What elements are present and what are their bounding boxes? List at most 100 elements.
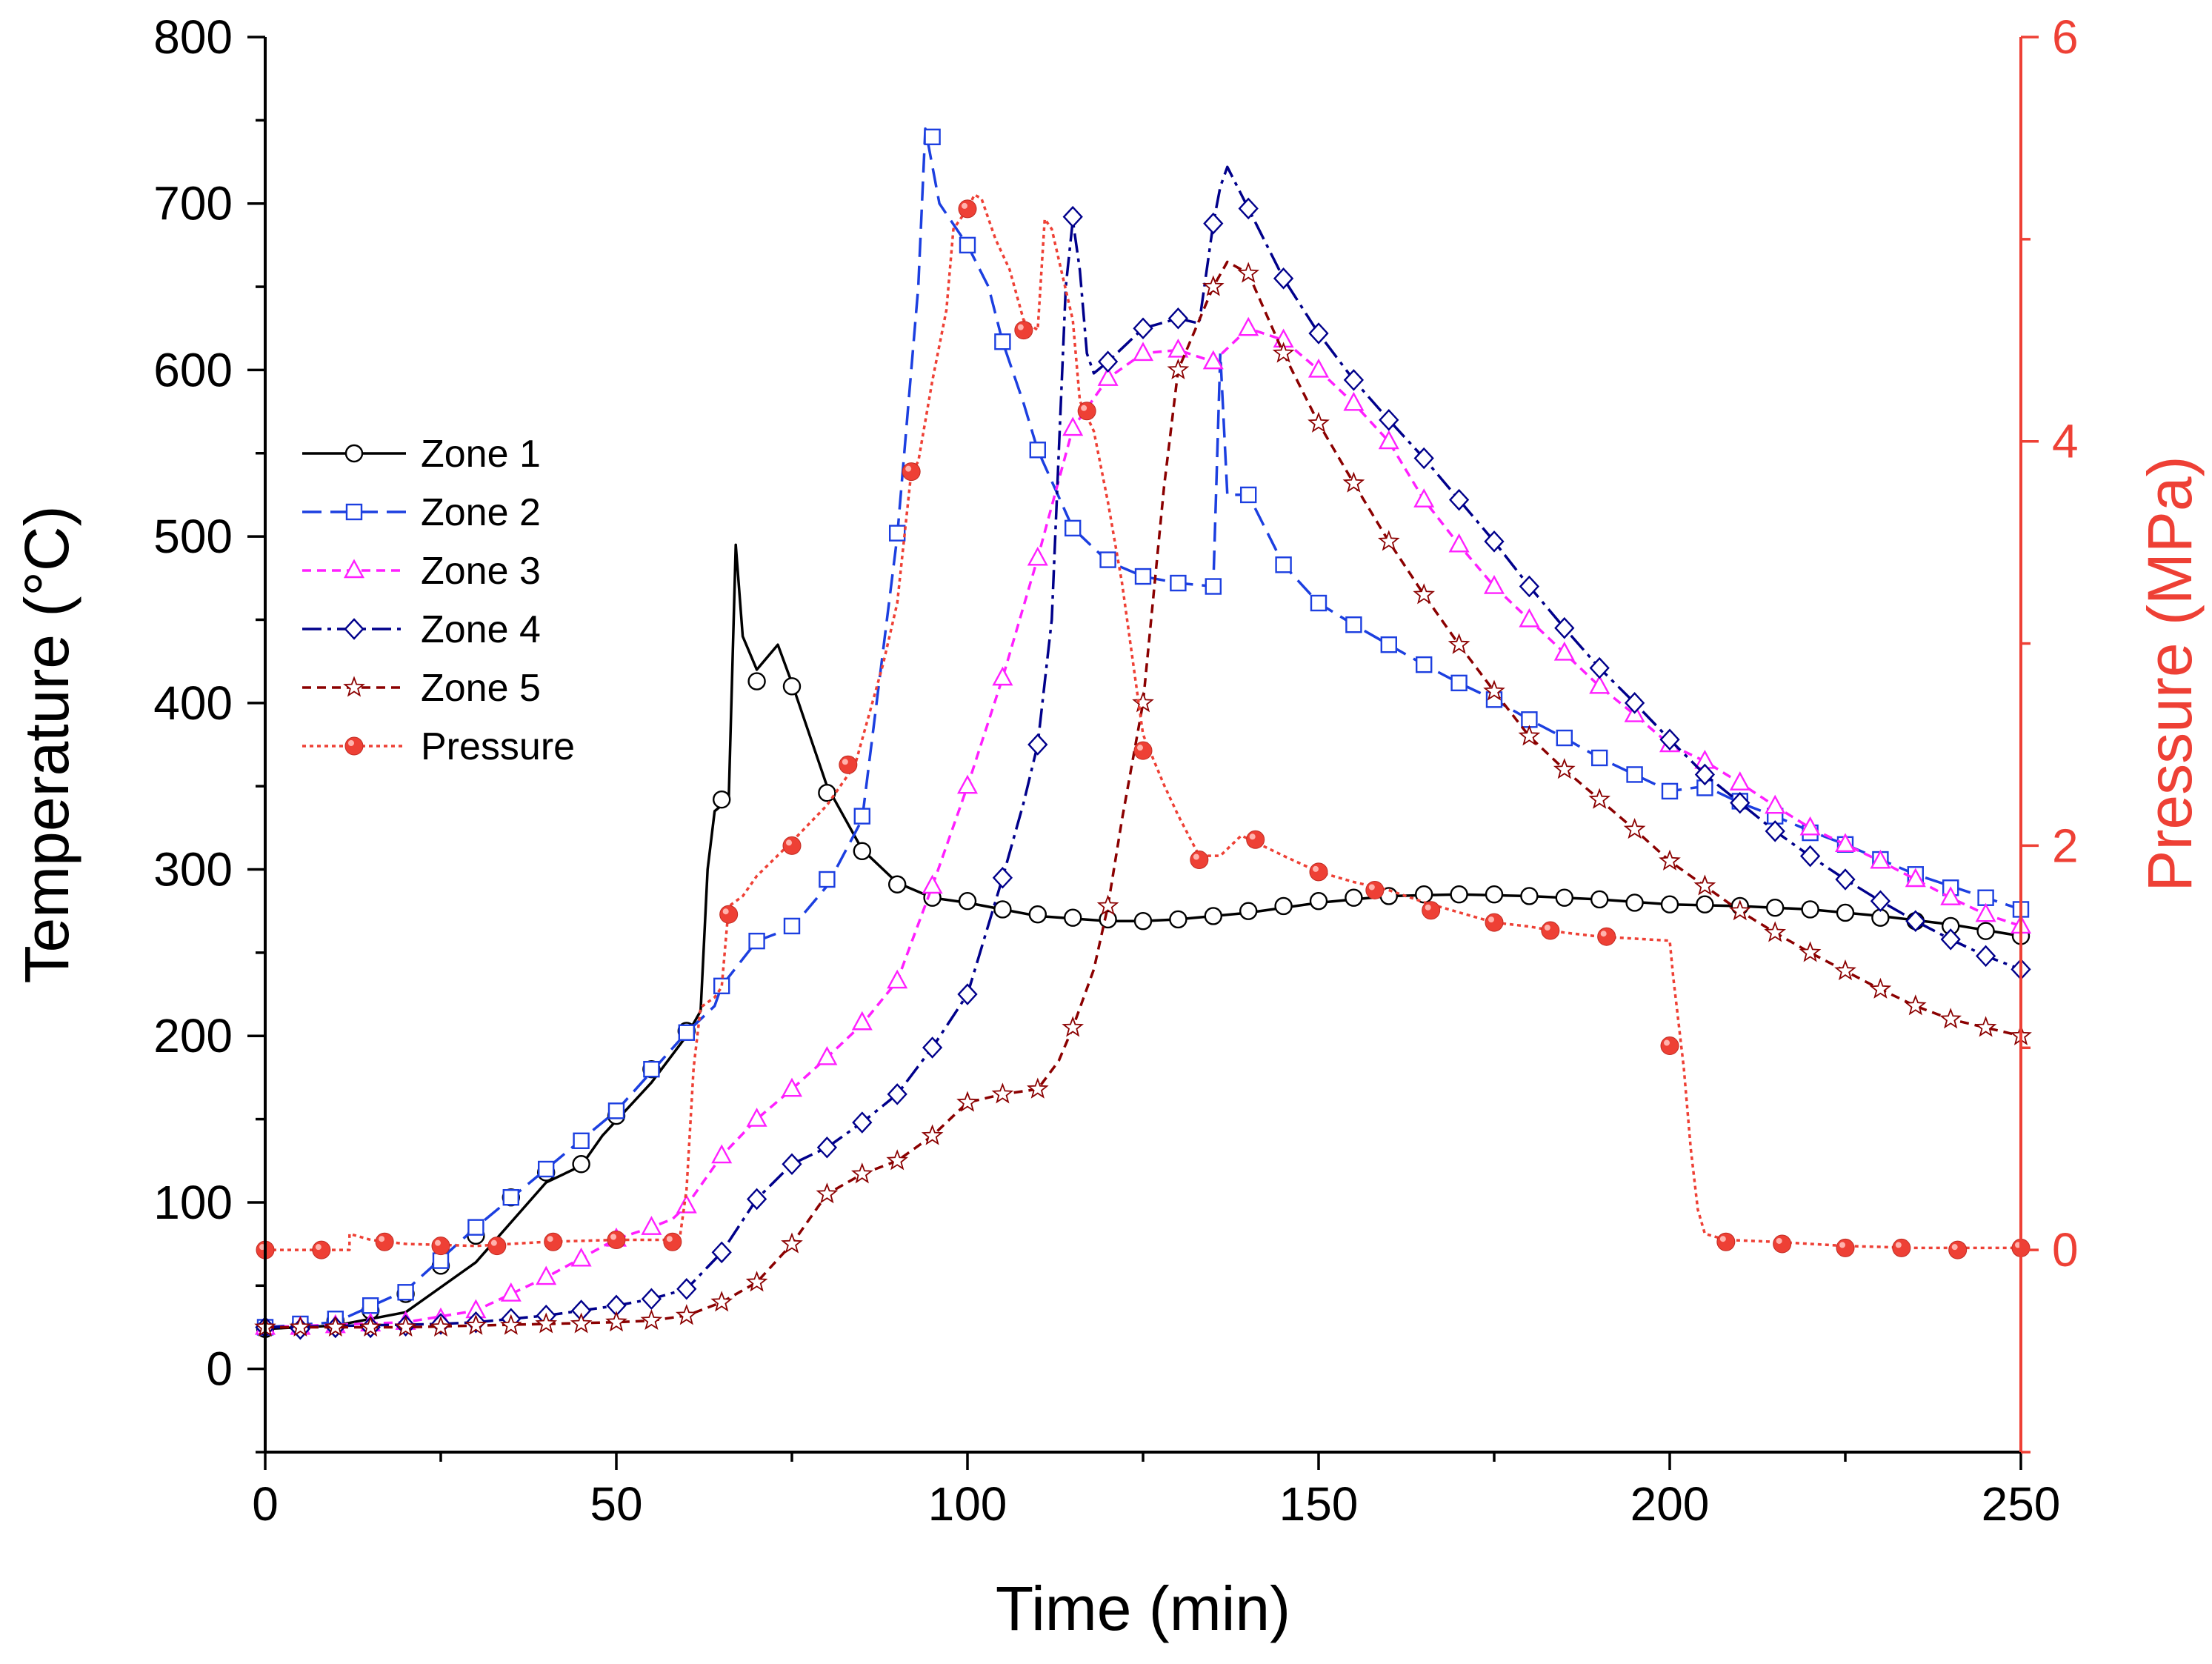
- data-point: [1063, 908, 1082, 927]
- data-point: [1799, 941, 1822, 962]
- legend-marker: [344, 444, 364, 463]
- data-point: [1345, 616, 1362, 633]
- data-point: [852, 1111, 873, 1134]
- legend-label: Zone 3: [421, 550, 541, 593]
- data-point: [1275, 556, 1292, 573]
- data-point: [1342, 471, 1365, 493]
- y-right-tick-label: 2: [2052, 819, 2079, 872]
- pressure-marker-highlight: [786, 839, 792, 846]
- data-point: [1520, 887, 1539, 905]
- pressure-marker-body: [1133, 741, 1153, 760]
- legend-marker: [344, 736, 364, 756]
- y-left-tick-label: 800: [153, 10, 233, 64]
- data-point: [781, 1077, 803, 1097]
- data-point: [544, 1232, 563, 1251]
- pressure-marker-body: [663, 1232, 682, 1251]
- data-point: [375, 1232, 394, 1251]
- data-point: [1729, 771, 1750, 791]
- pressure-marker-body: [958, 199, 977, 219]
- data-point: [1836, 903, 1855, 922]
- data-point: [1835, 868, 1856, 891]
- data-point: [781, 1232, 803, 1254]
- pressure-marker-highlight: [348, 740, 354, 746]
- data-point: [535, 1312, 558, 1334]
- data-point: [1205, 578, 1222, 595]
- legend: Zone 1 Zone 2 Zone 3 Zone 4 Zone 5 Pressure: [302, 433, 575, 768]
- pressure-marker-highlight: [315, 1244, 322, 1251]
- data-point: [1238, 197, 1259, 220]
- data-point: [1308, 322, 1329, 345]
- data-point: [573, 1132, 590, 1150]
- data-point: [1765, 899, 1785, 917]
- data-point: [994, 333, 1011, 350]
- data-point: [853, 808, 871, 825]
- data-point: [536, 1265, 557, 1285]
- data-point: [1096, 894, 1119, 916]
- data-point: [1309, 892, 1328, 911]
- data-point: [1764, 921, 1787, 942]
- data-point: [1379, 409, 1399, 431]
- data-point: [902, 462, 921, 482]
- data-point: [1765, 794, 1786, 814]
- data-point: [1518, 725, 1541, 746]
- data-point: [992, 666, 1013, 686]
- data-point: [886, 1149, 909, 1171]
- x-tick-label: 150: [1279, 1477, 1359, 1531]
- pressure-marker-highlight: [1600, 931, 1607, 937]
- y-right-tick-label: 6: [2052, 10, 2079, 64]
- data-point: [324, 1315, 347, 1337]
- data-point: [1239, 902, 1258, 920]
- data-point: [1097, 350, 1119, 373]
- data-point: [1799, 816, 1821, 836]
- data-point: [748, 932, 765, 950]
- data-point: [1871, 908, 1890, 927]
- pressure-marker-highlight: [666, 1236, 673, 1242]
- pressure-marker-body: [1716, 1232, 1736, 1251]
- x-tick-label: 250: [1982, 1477, 2061, 1531]
- pressure-marker-body: [1077, 402, 1096, 421]
- data-point: [572, 1155, 590, 1174]
- data-point: [1834, 959, 1856, 981]
- pressure-marker-highlight: [1839, 1242, 1845, 1248]
- pressure-marker-highlight: [1249, 833, 1256, 840]
- data-point: [713, 977, 730, 995]
- legend-item-zone-5: Zone 5: [302, 667, 541, 710]
- pressure-marker-highlight: [1137, 745, 1143, 751]
- legend-marker: [344, 618, 364, 640]
- data-point: [956, 1091, 979, 1112]
- data-point: [1167, 338, 1189, 358]
- series-line: [264, 127, 2022, 1329]
- axes-layer: 0 50 100 150 200 250 0 100 200 300 400 500 600 700 800…: [12, 10, 2205, 1643]
- data-point: [958, 892, 977, 911]
- data-point: [1484, 530, 1505, 553]
- data-point: [719, 905, 739, 924]
- pressure-marker-highlight: [722, 908, 729, 915]
- data-point: [1062, 205, 1083, 228]
- data-point: [1413, 488, 1435, 507]
- data-point: [839, 755, 858, 774]
- pressure-marker-body: [902, 462, 921, 482]
- data-point: [362, 1297, 379, 1314]
- data-point: [640, 1308, 663, 1331]
- legend-item-zone-2: Zone 2: [302, 491, 541, 534]
- pressure-marker-body: [1773, 1234, 1792, 1254]
- legend-marker: [343, 559, 365, 579]
- data-point: [922, 1036, 943, 1059]
- data-point: [887, 875, 907, 893]
- data-point: [1448, 533, 1470, 553]
- data-point: [1202, 350, 1224, 370]
- pressure-marker-body: [839, 755, 858, 774]
- data-point: [1133, 911, 1153, 931]
- data-point: [993, 900, 1012, 919]
- data-point: [853, 842, 872, 861]
- data-point: [745, 1271, 768, 1292]
- data-point: [1170, 574, 1187, 592]
- data-point: [1378, 430, 1399, 450]
- pressure-marker-highlight: [435, 1239, 441, 1246]
- data-point: [538, 1160, 555, 1178]
- data-point: [1272, 342, 1295, 363]
- data-point: [289, 1315, 312, 1337]
- data-point: [1626, 766, 1643, 783]
- pressure-marker-highlight: [1544, 925, 1550, 931]
